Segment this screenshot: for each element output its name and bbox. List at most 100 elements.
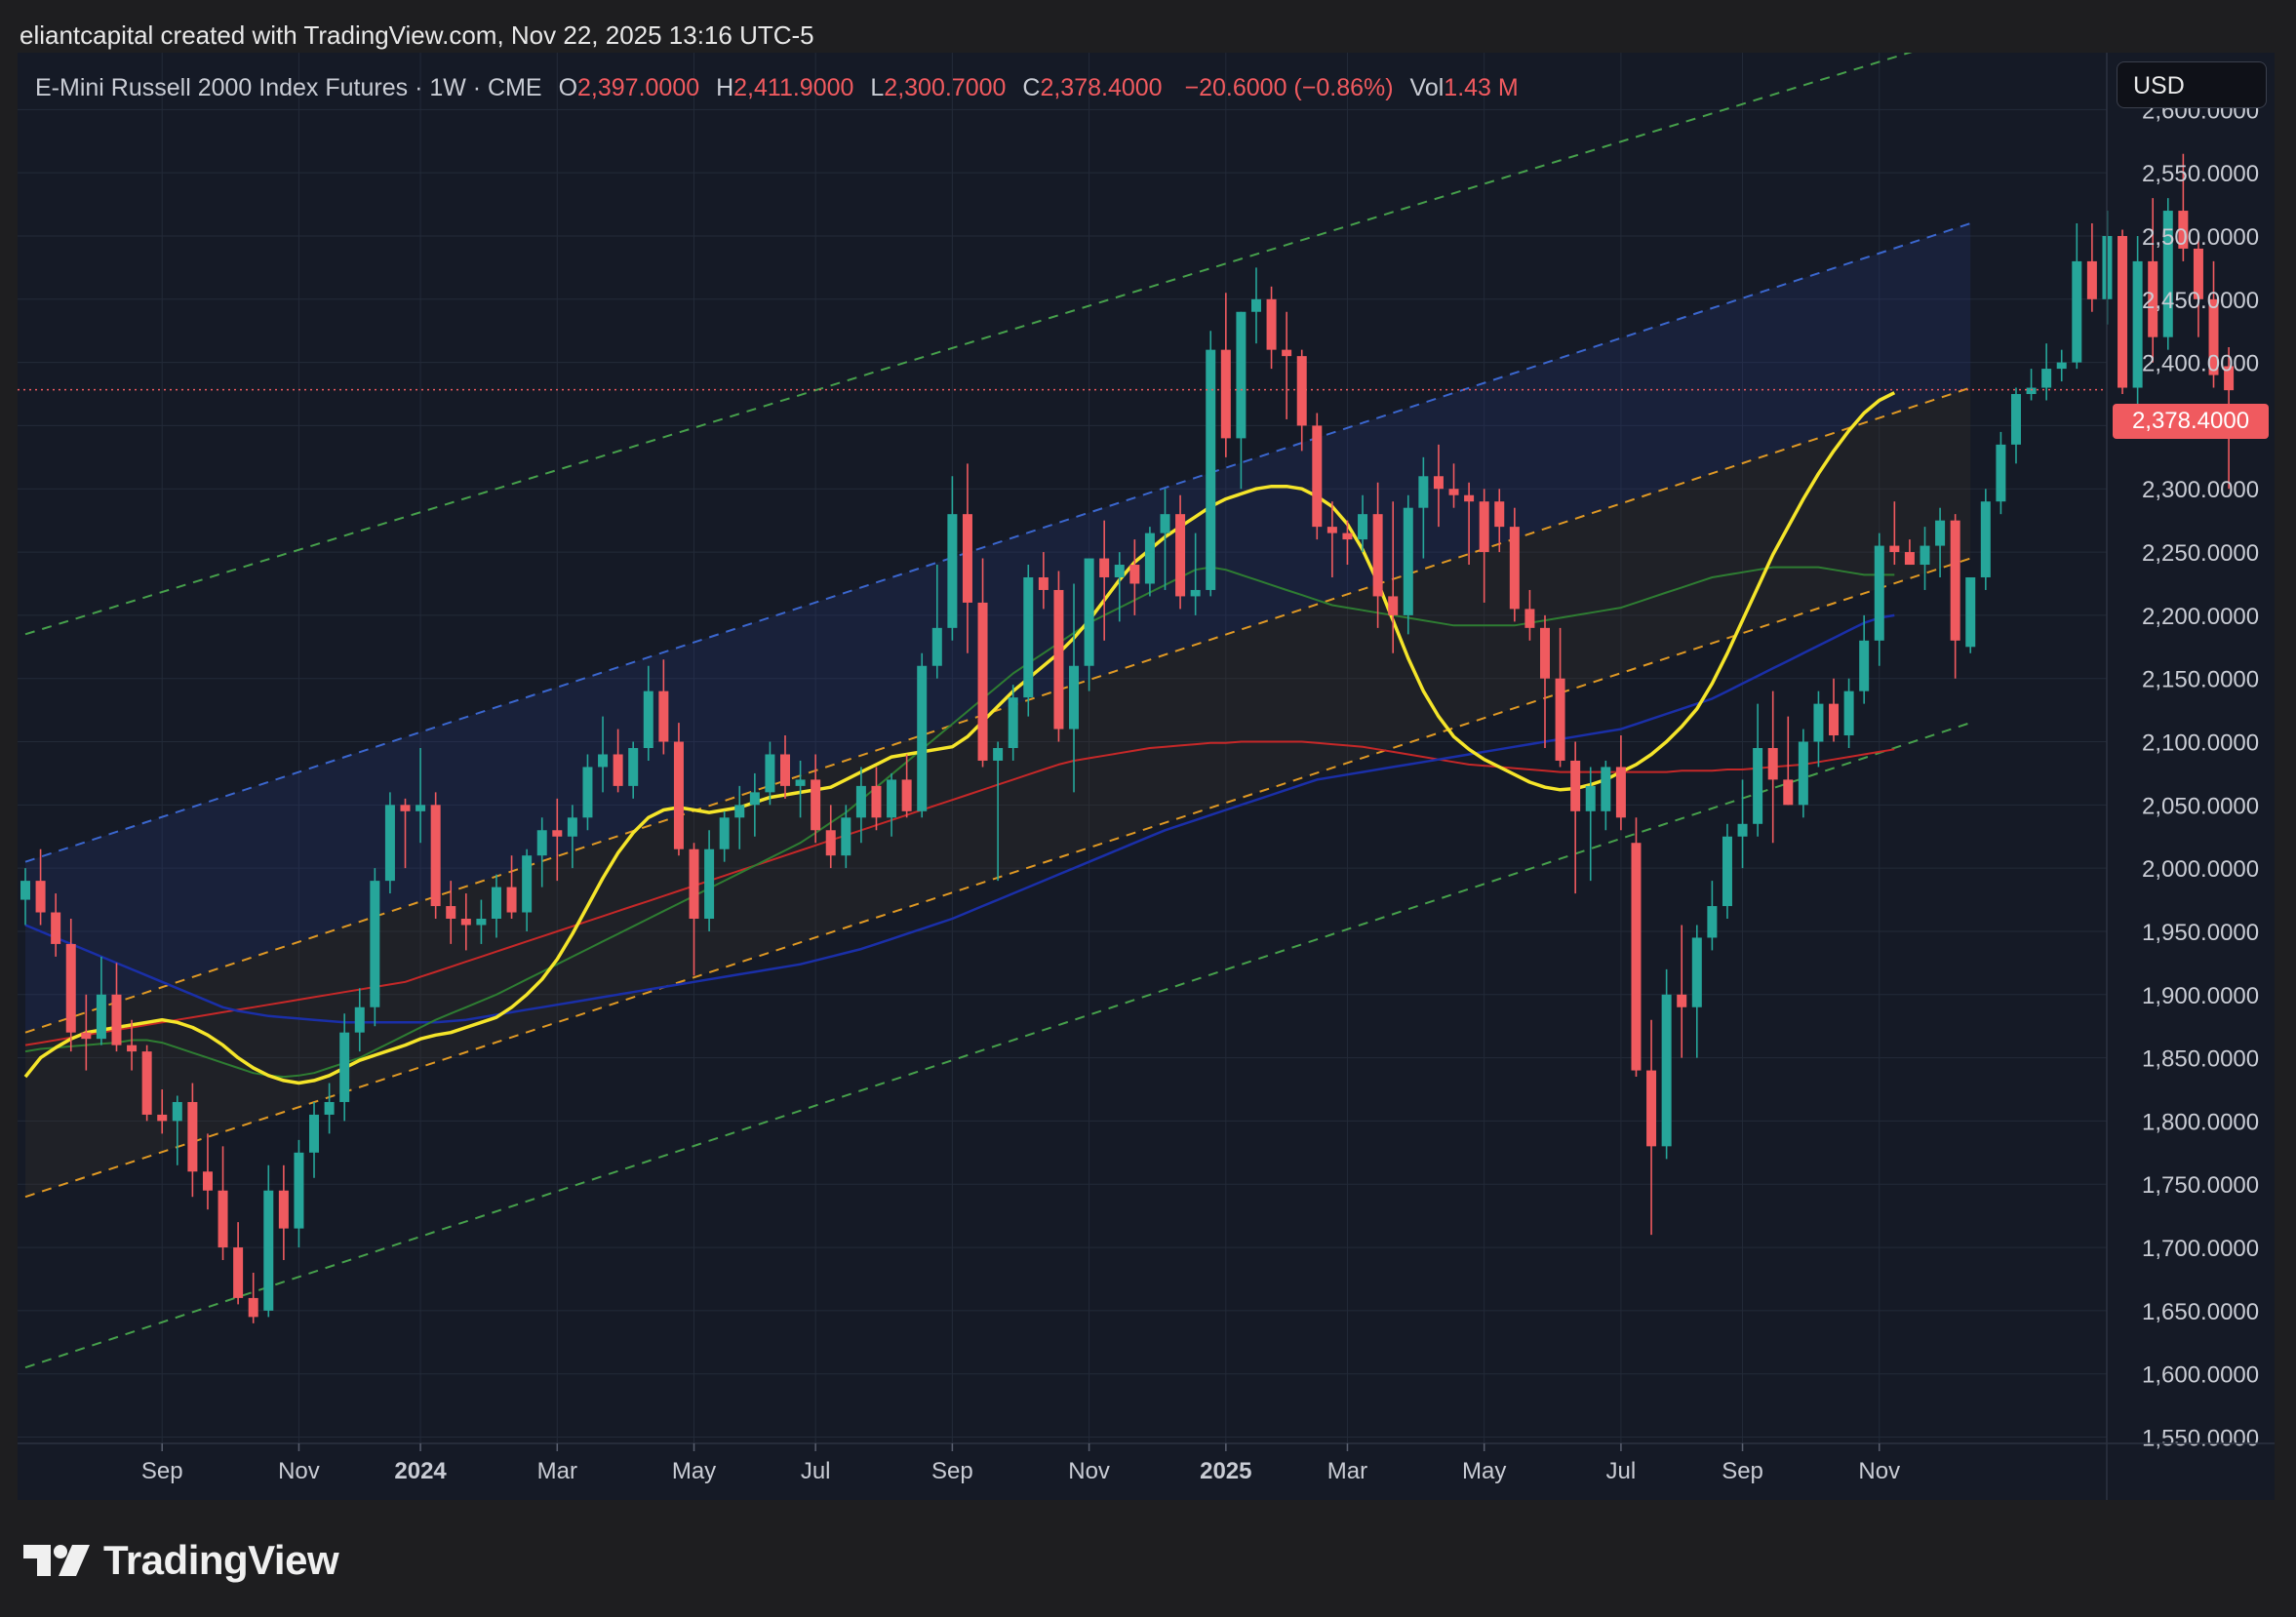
moving-average-yellow	[23, 391, 1896, 1085]
close-label: C	[1022, 74, 1041, 101]
candle-up	[2162, 211, 2173, 337]
candle-up	[324, 1101, 335, 1115]
candle-down	[673, 741, 684, 849]
candle-down	[1388, 596, 1399, 615]
symbol-name: E-Mini Russell 2000 Index Futures · 1W ·…	[35, 74, 542, 101]
channel-line-green	[24, 53, 1913, 636]
high-value: 2,411.9000	[733, 74, 854, 101]
time-axis: Sep Nov 2024 Mar May Jul Sep Nov 2025 Mar May Jul Se…	[18, 1442, 2275, 1484]
time-tick-label: 2025	[1200, 1458, 1251, 1484]
candle-up	[1843, 690, 1854, 736]
candle-down	[825, 830, 836, 856]
currency-selector[interactable]: USD	[2117, 61, 2267, 108]
candle-up	[704, 848, 715, 920]
candle-down	[2224, 366, 2235, 391]
candle-down	[1464, 494, 1475, 502]
candle-up	[1008, 697, 1018, 748]
candle-up	[1418, 476, 1429, 508]
candle-down	[1904, 552, 1915, 566]
candle-up	[536, 830, 547, 856]
candle-down	[1129, 565, 1140, 584]
candle-down	[127, 1045, 138, 1052]
candle-up	[339, 1032, 350, 1102]
candle-up	[1920, 545, 1930, 566]
candle-up	[1403, 507, 1413, 615]
candle-down	[1312, 425, 1323, 528]
time-tick-label: Sep	[141, 1458, 183, 1484]
candlesticks	[20, 153, 2235, 1323]
candle-down	[278, 1190, 289, 1229]
candle-down	[111, 994, 122, 1045]
candle-up	[1722, 836, 1732, 907]
price-tick-label: 2,550.0000	[2142, 161, 2259, 187]
price-tick-label: 1,850.0000	[2142, 1046, 2259, 1073]
candle-up	[96, 994, 106, 1040]
candle-down	[1524, 609, 1535, 628]
price-axis: 1,550.0000 1,600.0000 1,650.0000 1,700.0000…	[2106, 53, 2259, 1500]
tradingview-logo-icon	[23, 1545, 90, 1576]
candle-up	[1753, 748, 1763, 824]
candle-up	[1859, 640, 1870, 691]
candle-down	[1266, 298, 1277, 350]
candle-down	[811, 779, 821, 831]
candle-down	[430, 805, 441, 907]
moving-average-green	[24, 566, 1895, 1079]
candle-up	[643, 690, 653, 748]
candle-up	[1084, 558, 1094, 666]
candle-up	[1935, 520, 1946, 546]
candle-down	[1326, 527, 1337, 533]
candle-down	[2148, 260, 2158, 337]
candle-up	[2026, 387, 2037, 395]
change-value: −20.6000 (−0.86%)	[1184, 74, 1394, 101]
price-chart[interactable]: 1,550.0000 1,600.0000 1,650.0000 1,700.0000…	[18, 53, 2275, 1500]
candle-up	[855, 785, 866, 818]
candle-down	[1783, 779, 1794, 806]
candle-up	[522, 855, 533, 913]
candle-up	[1160, 514, 1170, 533]
candle-up	[1236, 311, 1247, 439]
time-tick-label: Jul	[1606, 1458, 1637, 1484]
candle-down	[2193, 248, 2203, 299]
candle-up	[309, 1114, 320, 1153]
channel-line-blue	[24, 222, 1971, 863]
candle-down	[1342, 532, 1353, 540]
candle-up	[491, 887, 501, 920]
candle-up	[931, 627, 942, 666]
candle-up	[1813, 703, 1824, 742]
candle-up	[993, 748, 1004, 761]
symbol-legend: E-Mini Russell 2000 Index Futures · 1W ·…	[35, 68, 1519, 107]
candle-down	[1038, 576, 1049, 590]
brand-name: TradingView	[103, 1537, 339, 1583]
candle-down	[1433, 476, 1444, 490]
candle-down	[35, 881, 46, 913]
candle-down	[1282, 349, 1292, 357]
candle-up	[887, 779, 897, 818]
channel-line-orange	[24, 386, 1971, 1034]
candle-up	[1114, 565, 1125, 577]
candle-down	[962, 514, 972, 603]
candle-up	[1069, 665, 1080, 730]
candle-up	[294, 1152, 304, 1229]
time-tick-label: Nov	[1858, 1458, 1900, 1484]
candle-up	[1996, 444, 2006, 502]
chart-area[interactable]: 1,550.0000 1,600.0000 1,650.0000 1,700.0000…	[18, 53, 2275, 1500]
tradingview-logo[interactable]: TradingView	[21, 1531, 339, 1590]
candle-up	[628, 748, 639, 786]
candle-up	[1250, 298, 1261, 312]
candle-down	[1677, 994, 1687, 1007]
price-tick-label: 2,300.0000	[2142, 477, 2259, 503]
candle-down	[1296, 356, 1307, 426]
price-tick-label: 2,100.0000	[2142, 730, 2259, 757]
candle-down	[1889, 545, 1900, 553]
candle-down	[1631, 843, 1642, 1071]
candle-down	[1372, 514, 1383, 597]
candle-up	[1661, 994, 1672, 1147]
last-price-tag: 2,378.4000	[2113, 404, 2269, 439]
time-tick-label: Nov	[1068, 1458, 1110, 1484]
candle-down	[1494, 501, 1505, 528]
price-tick-label: 2,000.0000	[2142, 856, 2259, 883]
candle-down	[780, 754, 790, 786]
channel-line-green	[24, 722, 1971, 1369]
price-tick-label: 2,250.0000	[2142, 540, 2259, 567]
price-tick-label: 2,200.0000	[2142, 604, 2259, 630]
